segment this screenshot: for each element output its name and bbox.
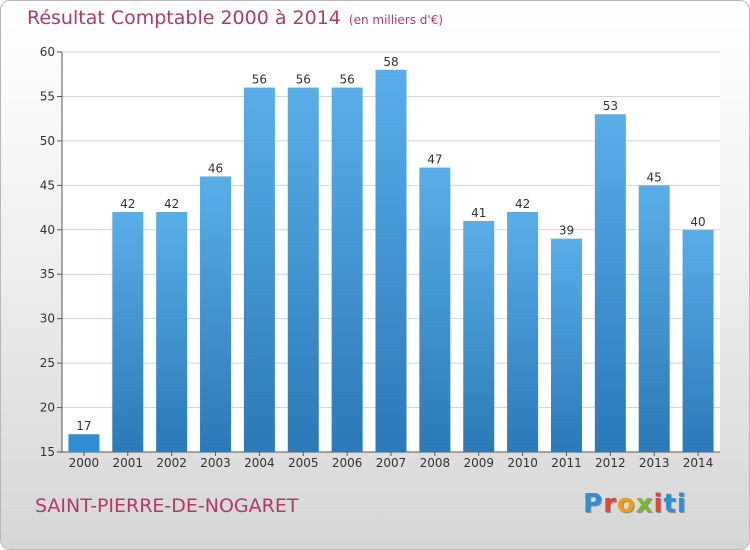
x-tick-label: 2008: [420, 456, 451, 470]
x-tick-label: 2003: [200, 456, 231, 470]
x-tick-label: 2005: [288, 456, 319, 470]
bar: [375, 69, 407, 453]
y-tick-label: 15: [40, 445, 55, 459]
x-tick-label: 2007: [376, 456, 407, 470]
x-tick-label: 2000: [69, 456, 100, 470]
y-tick-label: 40: [40, 223, 55, 237]
bar: [638, 185, 670, 453]
y-tick-label: 45: [40, 178, 55, 192]
chart-title-text: Résultat Comptable 2000 à 2014: [27, 7, 341, 29]
proxiti-logo: Proxiti: [583, 489, 687, 519]
bar-value-label: 45: [647, 170, 662, 184]
bar-value-label: 17: [76, 419, 91, 433]
bar: [200, 176, 232, 452]
x-tick-label: 2010: [507, 456, 538, 470]
bar: [68, 434, 100, 452]
x-tick-label: 2006: [332, 456, 363, 470]
y-tick-label: 55: [40, 89, 55, 103]
x-tick-label: 2001: [113, 456, 144, 470]
x-tick-label: 2004: [244, 456, 275, 470]
bar: [287, 87, 319, 453]
bar-value-label: 40: [690, 215, 705, 229]
bar-value-label: 42: [164, 197, 179, 211]
x-tick-label: 2012: [595, 456, 626, 470]
bar: [594, 114, 626, 452]
bar: [331, 87, 363, 453]
x-tick-label: 2002: [156, 456, 187, 470]
logo-letter: r: [603, 489, 617, 519]
x-tick-label: 2014: [683, 456, 714, 470]
logo-letter: P: [583, 489, 604, 519]
y-tick-label: 50: [40, 134, 55, 148]
bar: [507, 212, 539, 452]
bar-value-label: 42: [515, 197, 530, 211]
bar-value-label: 56: [296, 73, 311, 87]
bar-value-label: 58: [383, 55, 398, 69]
bar: [112, 212, 144, 452]
bar-value-label: 39: [559, 224, 574, 238]
logo-letter: ti: [663, 489, 687, 519]
x-tick-label: 2009: [463, 456, 494, 470]
chart-title: Résultat Comptable 2000 à 2014 (en millie…: [27, 7, 443, 29]
commune-name: SAINT-PIERRE-DE-NOGARET: [35, 495, 299, 517]
x-tick-label: 2013: [639, 456, 670, 470]
bar: [682, 229, 714, 452]
bar-value-label: 42: [120, 197, 135, 211]
y-tick-label: 60: [40, 45, 55, 59]
bar-value-label: 41: [471, 206, 486, 220]
bar: [419, 167, 451, 453]
bar-value-label: 47: [427, 153, 442, 167]
logo-letter: i: [653, 489, 664, 519]
bar: [156, 212, 188, 452]
logo-letter: o: [616, 489, 636, 519]
y-tick-label: 35: [40, 267, 55, 281]
logo-letter: x: [635, 489, 654, 519]
bar: [550, 238, 582, 452]
y-tick-label: 20: [40, 401, 55, 415]
x-tick-label: 2011: [551, 456, 582, 470]
bar-value-label: 56: [252, 73, 267, 87]
bar-value-label: 46: [208, 161, 223, 175]
bar-value-label: 56: [339, 73, 354, 87]
y-tick-label: 25: [40, 356, 55, 370]
bar-value-label: 53: [603, 99, 618, 113]
chart-unit: (en milliers d'€): [348, 13, 444, 27]
y-tick-label: 30: [40, 312, 55, 326]
bar: [243, 87, 275, 453]
bar: [463, 220, 495, 452]
